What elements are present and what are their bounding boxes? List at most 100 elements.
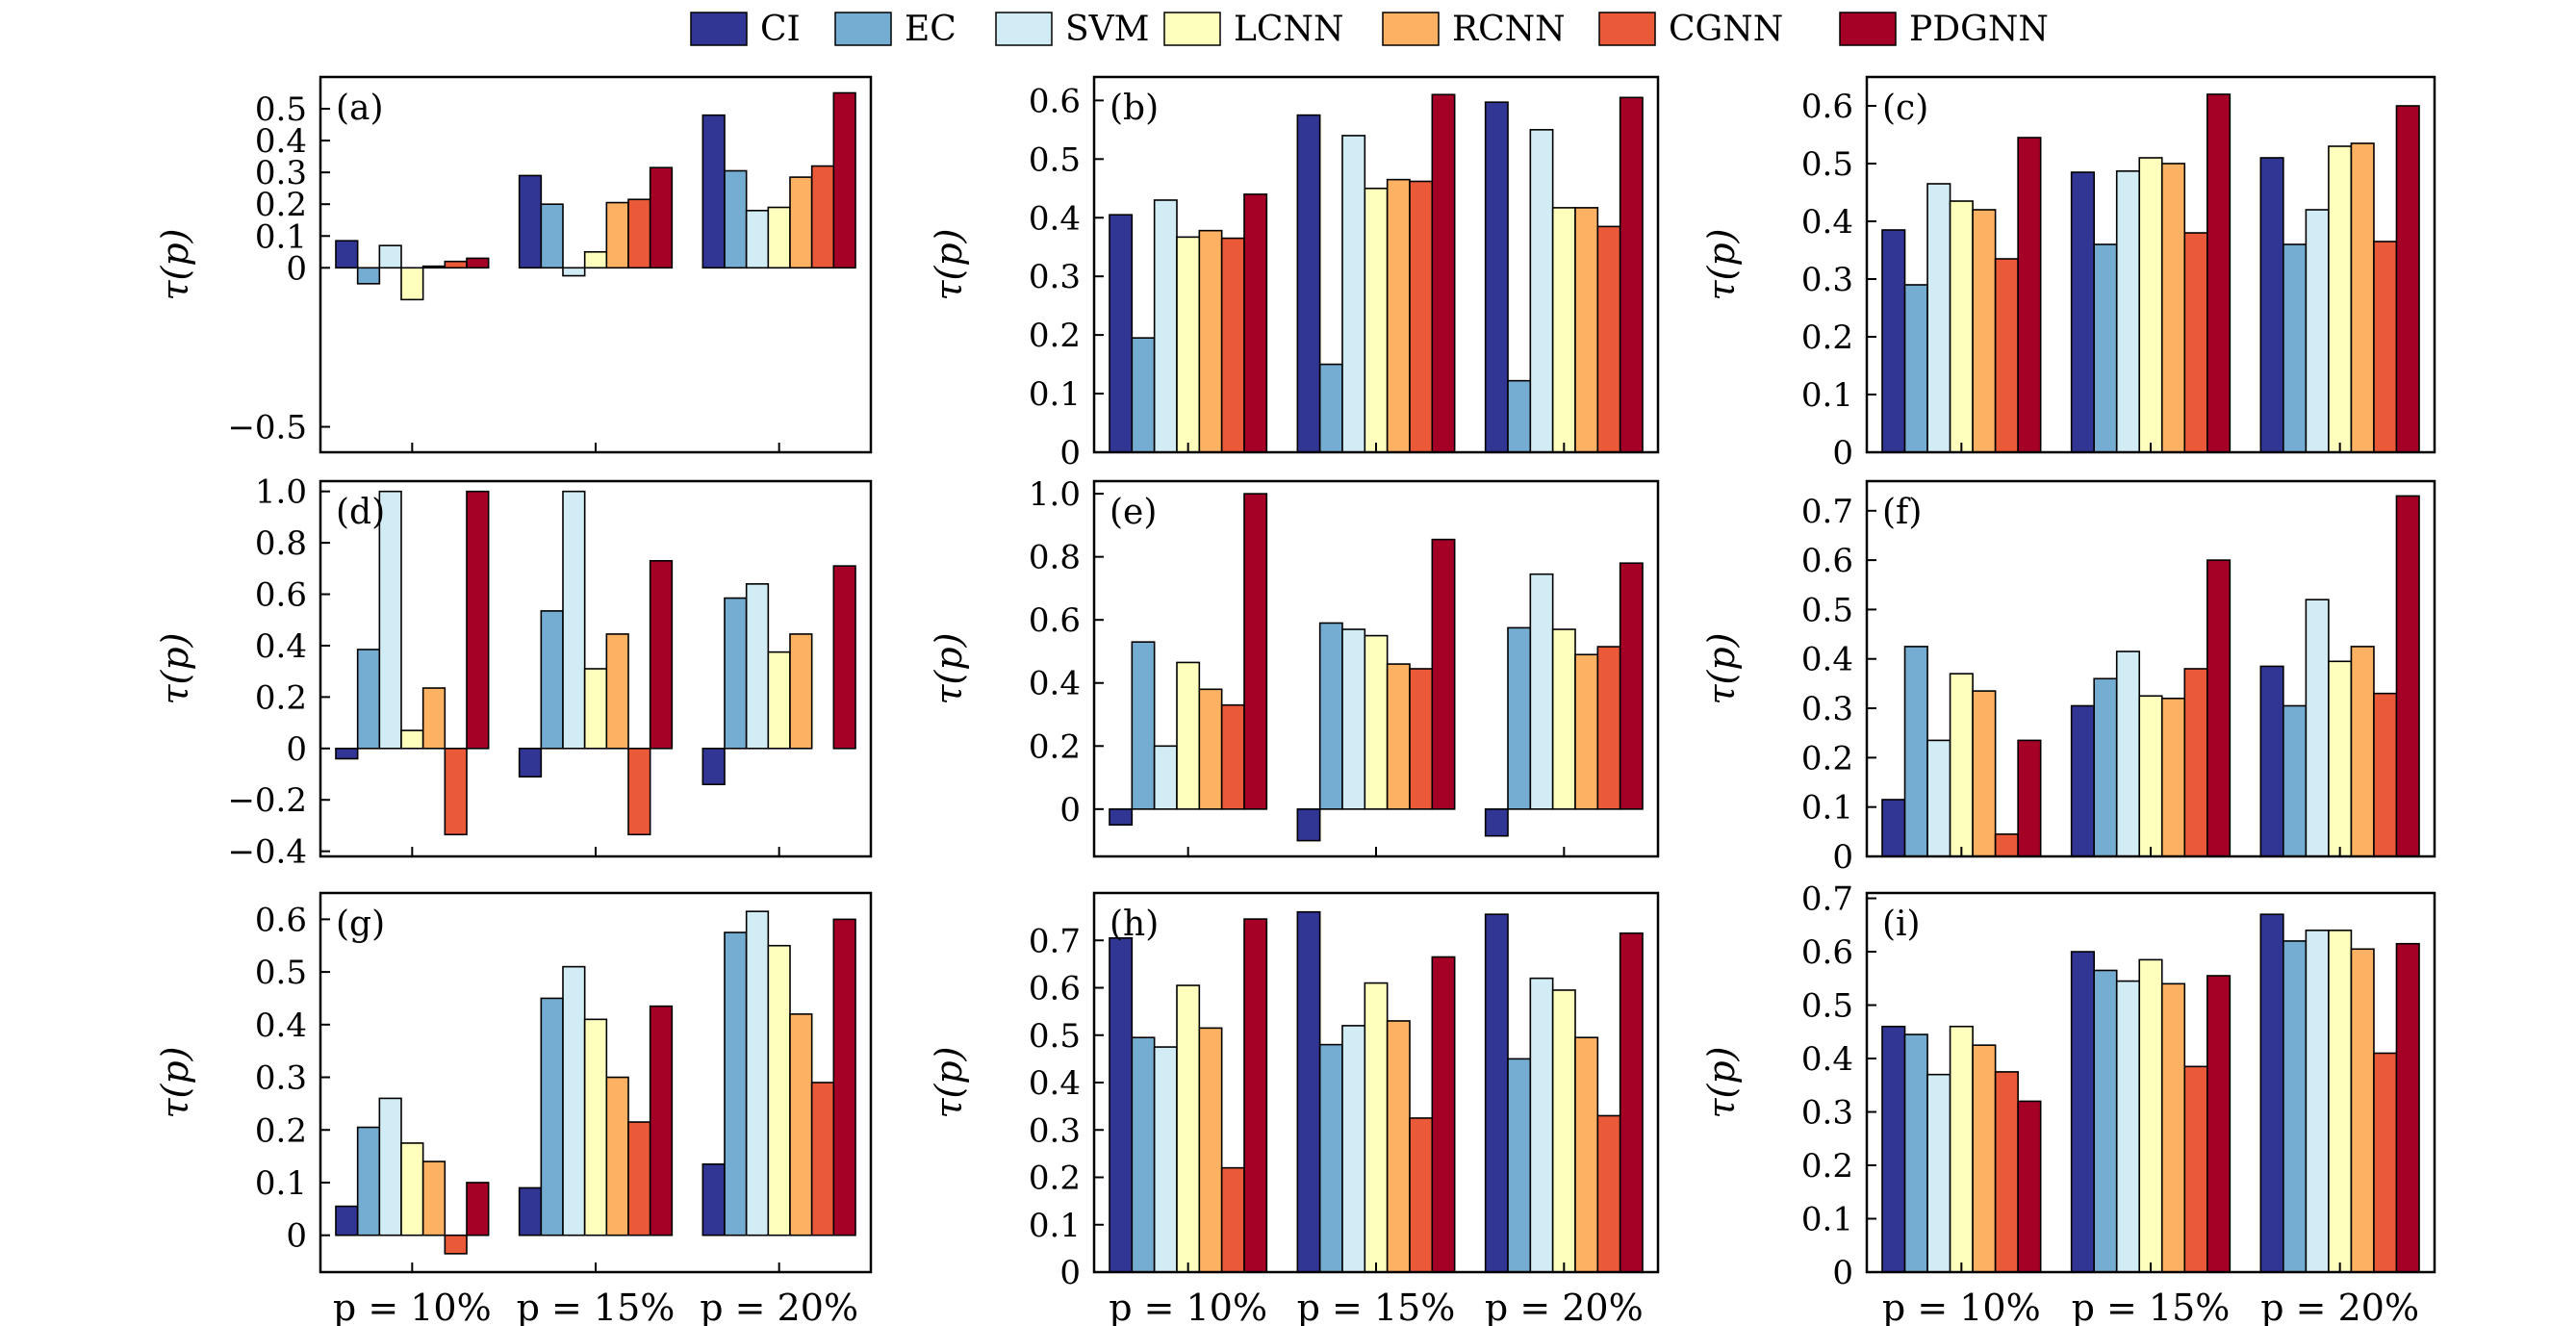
y-tick-label: 0.1 [255,217,307,256]
y-tick-label: 0.5 [1029,140,1081,179]
legend-swatch [690,12,748,46]
bar-cgnn [2373,241,2398,453]
bar-svm [1153,745,1178,810]
bar-svm [2115,650,2141,857]
bar-cgnn [2183,232,2208,453]
y-tick-label: 0.3 [255,154,307,192]
y-tick-label: 0.6 [1029,601,1081,640]
legend-swatch [1839,12,1897,46]
bar-pdgnn [832,565,856,750]
bar-rcnn [1198,1027,1223,1273]
bar-svm [1529,977,1554,1273]
panel-label: (f) [1882,493,1922,532]
x-tick-label: p = 20% [2260,1287,2419,1326]
bar-ci [1109,936,1134,1273]
legend-item-ci: CI [690,10,801,49]
bar-svm [378,244,402,269]
bar-cgnn [444,260,468,269]
bar-lcnn [1176,984,1201,1273]
bar-ec [1131,337,1156,453]
bar-svm [745,583,770,750]
bar-svm [2115,980,2141,1273]
bar-pdgnn [649,1005,674,1237]
y-tick-label: 0.7 [1029,922,1081,960]
y-tick-label: 0.6 [1801,88,1853,126]
bar-ci [335,1205,359,1237]
y-tick-label: 0.1 [1801,1201,1853,1239]
y-tick-label: 0.8 [1029,539,1081,577]
bar-rcnn [2350,142,2375,453]
bar-pdgnn [1619,932,1644,1273]
bar-ci [2070,171,2095,453]
bar-svm [378,490,402,750]
bar-ec [540,997,564,1237]
y-tick-label: 0.7 [1801,493,1853,531]
bar-svm [562,965,586,1237]
bar-svm [562,267,586,277]
legend-swatch [1382,12,1440,46]
y-tick-label: 0.5 [255,954,307,992]
bar-rcnn [421,1160,446,1237]
y-tick-label: 0.4 [1029,1064,1081,1103]
bar-ci [1484,101,1509,453]
x-tick-label: p = 20% [700,1287,858,1326]
bar-rcnn [2160,697,2186,857]
y-tick-label: 0.5 [1801,591,1853,629]
bar-ec [2093,677,2118,857]
bar-cgnn [2373,1052,2398,1273]
bar-lcnn [767,944,791,1237]
panel-label: (e) [1109,493,1157,532]
bar-lcnn [1176,236,1201,453]
bar-lcnn [583,250,608,269]
y-tick-label: 0.2 [255,1111,307,1150]
bar-cgnn [627,748,651,836]
legend-item-svm: SVM [995,10,1150,49]
bar-svm [562,490,586,750]
legend-label: SVM [1065,10,1150,49]
y-tick-label: 0.4 [1029,665,1081,703]
y-tick-label: −0.4 [227,833,307,872]
panel-label: (a) [336,89,384,128]
bar-ec [540,610,564,750]
bar-rcnn [2350,948,2375,1273]
bar-lcnn [400,729,424,750]
bar-ci [701,748,726,786]
legend-swatch [834,12,892,46]
y-tick-label: 0.1 [1029,375,1081,414]
bar-lcnn [2138,695,2163,857]
y-tick-label: 0.2 [255,678,307,717]
bar-cgnn [444,748,468,836]
bar-pdgnn [649,166,674,269]
bar-cgnn [627,1121,651,1237]
bar-ci [1109,808,1134,827]
bar-rcnn [605,201,629,269]
legend-label: LCNN [1234,10,1343,49]
bar-pdgnn [2017,137,2042,453]
y-tick-label: 0.1 [1029,1207,1081,1245]
legend-item-ec: EC [834,10,956,49]
bar-ec [1318,1043,1343,1273]
bar-ci [1109,214,1134,453]
y-tick-label: 0 [286,249,307,288]
bar-ci [1881,799,1906,857]
bar-rcnn [789,1013,813,1237]
bar-rcnn [2350,646,2375,857]
bar-ec [1507,1058,1532,1273]
bar-cgnn [1409,668,1434,810]
bar-ci [518,748,543,778]
y-axis-label: τ(p) [1700,633,1743,705]
bar-rcnn [1574,653,1599,810]
legend-label: CI [760,10,801,49]
legend-item-cgnn: CGNN [1598,10,1783,49]
bar-ci [518,174,543,269]
bar-svm [1341,135,1366,453]
y-tick-label: 0.3 [1801,1094,1853,1133]
bar-ec [2093,969,2118,1273]
bar-pdgnn [2017,1100,2042,1273]
y-tick-label: 0.5 [1029,1017,1081,1056]
bar-rcnn [605,633,629,750]
x-tick-label: p = 15% [2072,1287,2231,1326]
bar-lcnn [1949,1025,1974,1273]
bar-svm [1926,183,1951,453]
